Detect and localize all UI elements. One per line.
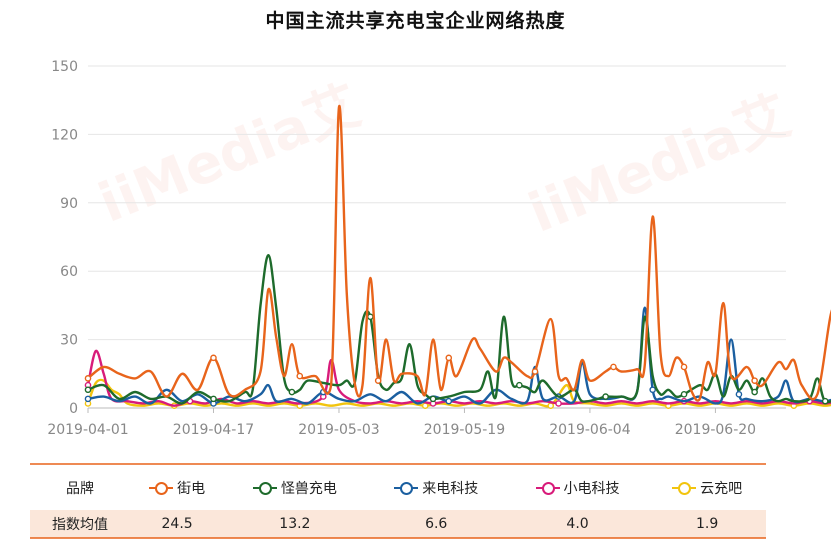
average-value: 24.5 xyxy=(130,510,225,538)
legend-label: 怪兽充电 xyxy=(280,481,337,497)
y-tick-label: 60 xyxy=(60,264,78,280)
legend-label: 街电 xyxy=(177,481,206,497)
data-point xyxy=(84,375,92,382)
average-value: 6.6 xyxy=(365,510,507,538)
data-point xyxy=(516,381,523,389)
data-point xyxy=(531,368,539,375)
x-tick-label: 2019-04-17 xyxy=(173,422,254,438)
y-tick-label: 90 xyxy=(60,196,78,212)
circle-marker-icon xyxy=(252,482,277,495)
data-point xyxy=(602,393,609,400)
average-value: 4.0 xyxy=(506,510,649,538)
legend-item: 街电 xyxy=(130,466,224,510)
y-tick-label: 30 xyxy=(60,333,78,349)
data-point xyxy=(374,377,382,384)
data-point xyxy=(555,400,562,407)
data-point xyxy=(429,395,437,403)
average-header: 指数均值 xyxy=(30,510,130,538)
data-point xyxy=(751,377,758,384)
legend-item: 云充吧 xyxy=(648,466,766,510)
legend-item: 小电科技 xyxy=(507,466,648,510)
y-tick-label: 150 xyxy=(51,59,78,75)
data-point xyxy=(445,354,453,362)
data-point xyxy=(210,395,217,403)
data-point xyxy=(84,386,92,394)
data-point xyxy=(210,354,217,362)
legend-label: 云充吧 xyxy=(700,481,743,497)
chart-title: 中国主流共享充电宝企业网络热度 xyxy=(265,10,566,32)
data-point xyxy=(751,388,758,396)
summary-table: 品牌 街电 怪兽充电 来电科技 小电科技 云充吧 指数均值 24.5 13.2 … xyxy=(30,466,766,538)
average-value: 1.9 xyxy=(648,510,766,538)
data-point xyxy=(84,395,92,403)
circle-marker-icon xyxy=(535,482,560,495)
data-point xyxy=(296,372,304,380)
data-point xyxy=(610,363,617,371)
average-row: 指数均值 24.5 13.2 6.6 4.0 1.9 xyxy=(30,510,766,538)
circle-marker-icon xyxy=(394,482,419,495)
legend-label: 小电科技 xyxy=(563,481,620,497)
x-tick-label: 2019-04-01 xyxy=(47,422,128,438)
legend-item: 来电科技 xyxy=(366,466,507,510)
data-point xyxy=(288,388,296,396)
circle-marker-icon xyxy=(672,482,697,495)
brand-row: 品牌 街电 怪兽充电 来电科技 小电科技 云充吧 xyxy=(30,466,766,510)
circle-marker-icon xyxy=(149,482,174,495)
series-line xyxy=(87,104,831,402)
x-tick-label: 2019-06-04 xyxy=(549,422,630,438)
x-tick-label: 2019-06-20 xyxy=(675,422,756,438)
y-tick-label: 120 xyxy=(51,127,78,143)
legend-item: 怪兽充电 xyxy=(224,466,365,510)
data-point xyxy=(735,391,743,398)
y-tick-label: 0 xyxy=(69,401,78,417)
data-point xyxy=(680,363,688,371)
data-point xyxy=(821,397,829,405)
legend-label: 来电科技 xyxy=(422,481,479,497)
data-point xyxy=(445,397,453,405)
series-line xyxy=(87,253,831,405)
data-point xyxy=(649,386,656,394)
data-point xyxy=(680,391,688,398)
x-tick-label: 2019-05-19 xyxy=(424,422,505,438)
brand-header: 品牌 xyxy=(66,481,94,497)
average-value: 13.2 xyxy=(224,510,366,538)
x-tick-label: 2019-05-03 xyxy=(298,422,379,438)
